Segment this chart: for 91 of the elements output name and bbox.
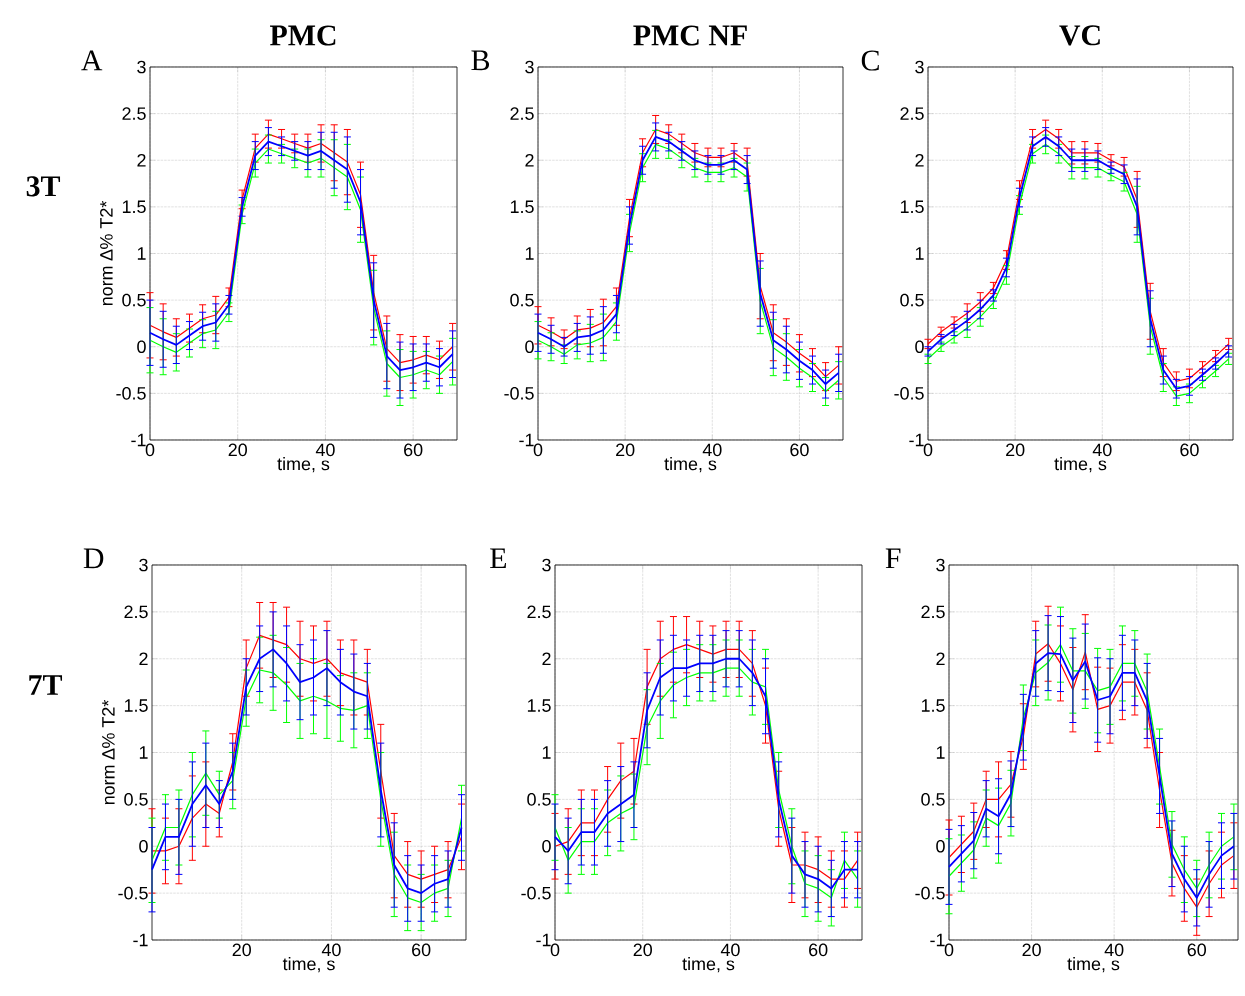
y-tick-label: -0.5 [915, 886, 945, 900]
y-tick-label: 3 [139, 558, 148, 572]
x-tick-label: 40 [315, 443, 335, 457]
text: 3T [26, 176, 61, 197]
y-tick-label: 2 [936, 652, 945, 666]
y-tick-label: -0.5 [118, 886, 148, 900]
y-tick-label: 1.5 [510, 200, 534, 214]
y-tick-label: 1.5 [921, 699, 945, 712]
y-tick-label: 2.5 [122, 107, 146, 120]
y-tick-label: 1 [139, 746, 148, 759]
chart-title: PMC NF [633, 25, 747, 46]
y-tick-label: 2 [915, 153, 924, 167]
x-tick-label: 60 [404, 443, 423, 457]
chart-title: PMC [269, 25, 336, 46]
x-tick-label: 20 [232, 943, 251, 957]
y-tick-label: -0.5 [504, 387, 534, 400]
y-tick-label: -0.5 [521, 886, 551, 900]
x-axis-title: time, s [1067, 957, 1120, 973]
x-tick-label: 60 [412, 943, 431, 957]
y-tick-label: -0.5 [116, 387, 146, 400]
x-axis-title: time, s [664, 457, 717, 473]
y-tick-label: 0.5 [510, 293, 534, 307]
x-axis-title: time, s [1054, 457, 1107, 473]
y-tick-label: -1 [133, 933, 148, 947]
y-tick-label: 3 [542, 558, 551, 572]
x-tick-label: 40 [1104, 943, 1124, 957]
x-tick-label: 60 [1180, 443, 1199, 457]
y-tick-label: 3 [936, 558, 945, 572]
y-tick-label: 1 [525, 247, 534, 260]
y-tick-label: 0 [525, 340, 534, 354]
y-tick-label: 0 [542, 839, 551, 853]
y-tick-label: 2.5 [124, 605, 148, 619]
y-tick-label: 1.5 [527, 699, 551, 712]
x-tick-label: 60 [809, 943, 828, 957]
x-tick-label: 20 [633, 943, 652, 957]
y-tick-label: -1 [536, 933, 551, 947]
y-tick-label: 0.5 [900, 293, 924, 307]
y-tick-label: 2 [542, 652, 551, 666]
x-tick-label: 60 [790, 443, 809, 457]
y-tick-label: 1.5 [122, 200, 146, 214]
y-tick-label: 1 [915, 247, 924, 260]
x-tick-label: 20 [228, 443, 247, 457]
y-axis-title: norm ∆% T2* [100, 200, 113, 306]
chart-title: VC [1059, 25, 1100, 46]
x-axis-title: time, s [282, 957, 335, 973]
y-tick-label: 2 [525, 153, 534, 167]
text: D [83, 548, 104, 569]
x-tick-label: 40 [321, 943, 341, 957]
y-tick-label: -0.5 [894, 387, 924, 400]
y-tick-label: 2 [139, 652, 148, 666]
text: A [81, 50, 103, 71]
y-tick-label: 0 [915, 340, 924, 354]
y-tick-label: -1 [930, 933, 945, 947]
y-tick-label: 0 [936, 839, 945, 853]
x-axis-title: time, s [277, 457, 330, 473]
y-axis-title: norm ∆% T2* [102, 699, 115, 805]
y-tick-label: 0 [139, 839, 148, 853]
text: B [471, 50, 490, 71]
x-tick-label: 40 [1092, 443, 1112, 457]
y-tick-label: 2.5 [510, 107, 534, 120]
y-tick-label: 1.5 [900, 200, 924, 214]
y-tick-label: 0.5 [122, 293, 146, 307]
x-tick-label: 40 [720, 943, 740, 957]
x-tick-label: 40 [702, 443, 722, 457]
y-tick-label: 2.5 [921, 605, 945, 619]
x-axis-title: time, s [682, 957, 735, 973]
y-tick-label: 2.5 [900, 107, 924, 120]
text: E [490, 548, 506, 569]
text: 7T [29, 675, 63, 695]
x-tick-label: 20 [616, 443, 635, 457]
y-tick-label: -1 [909, 433, 924, 447]
text: C [861, 50, 879, 71]
y-tick-label: 0 [137, 340, 146, 354]
y-tick-label: -1 [519, 433, 534, 447]
text: F [885, 548, 901, 569]
x-tick-label: 20 [1006, 443, 1025, 457]
y-tick-label: 3 [137, 60, 146, 74]
y-tick-label: 3 [915, 60, 924, 74]
y-tick-label: 1 [542, 746, 551, 759]
y-tick-label: 2 [137, 153, 146, 167]
y-tick-label: 3 [525, 60, 534, 74]
y-tick-label: -1 [131, 433, 146, 447]
y-tick-label: 1 [936, 746, 945, 759]
y-tick-label: 1.5 [124, 699, 148, 712]
y-tick-label: 0.5 [527, 793, 551, 806]
y-tick-label: 0.5 [921, 793, 945, 806]
y-tick-label: 2.5 [527, 605, 551, 619]
y-tick-label: 0.5 [124, 793, 148, 806]
x-tick-label: 60 [1187, 943, 1206, 957]
x-tick-label: 20 [1022, 943, 1041, 957]
y-tick-label: 1 [137, 247, 146, 260]
